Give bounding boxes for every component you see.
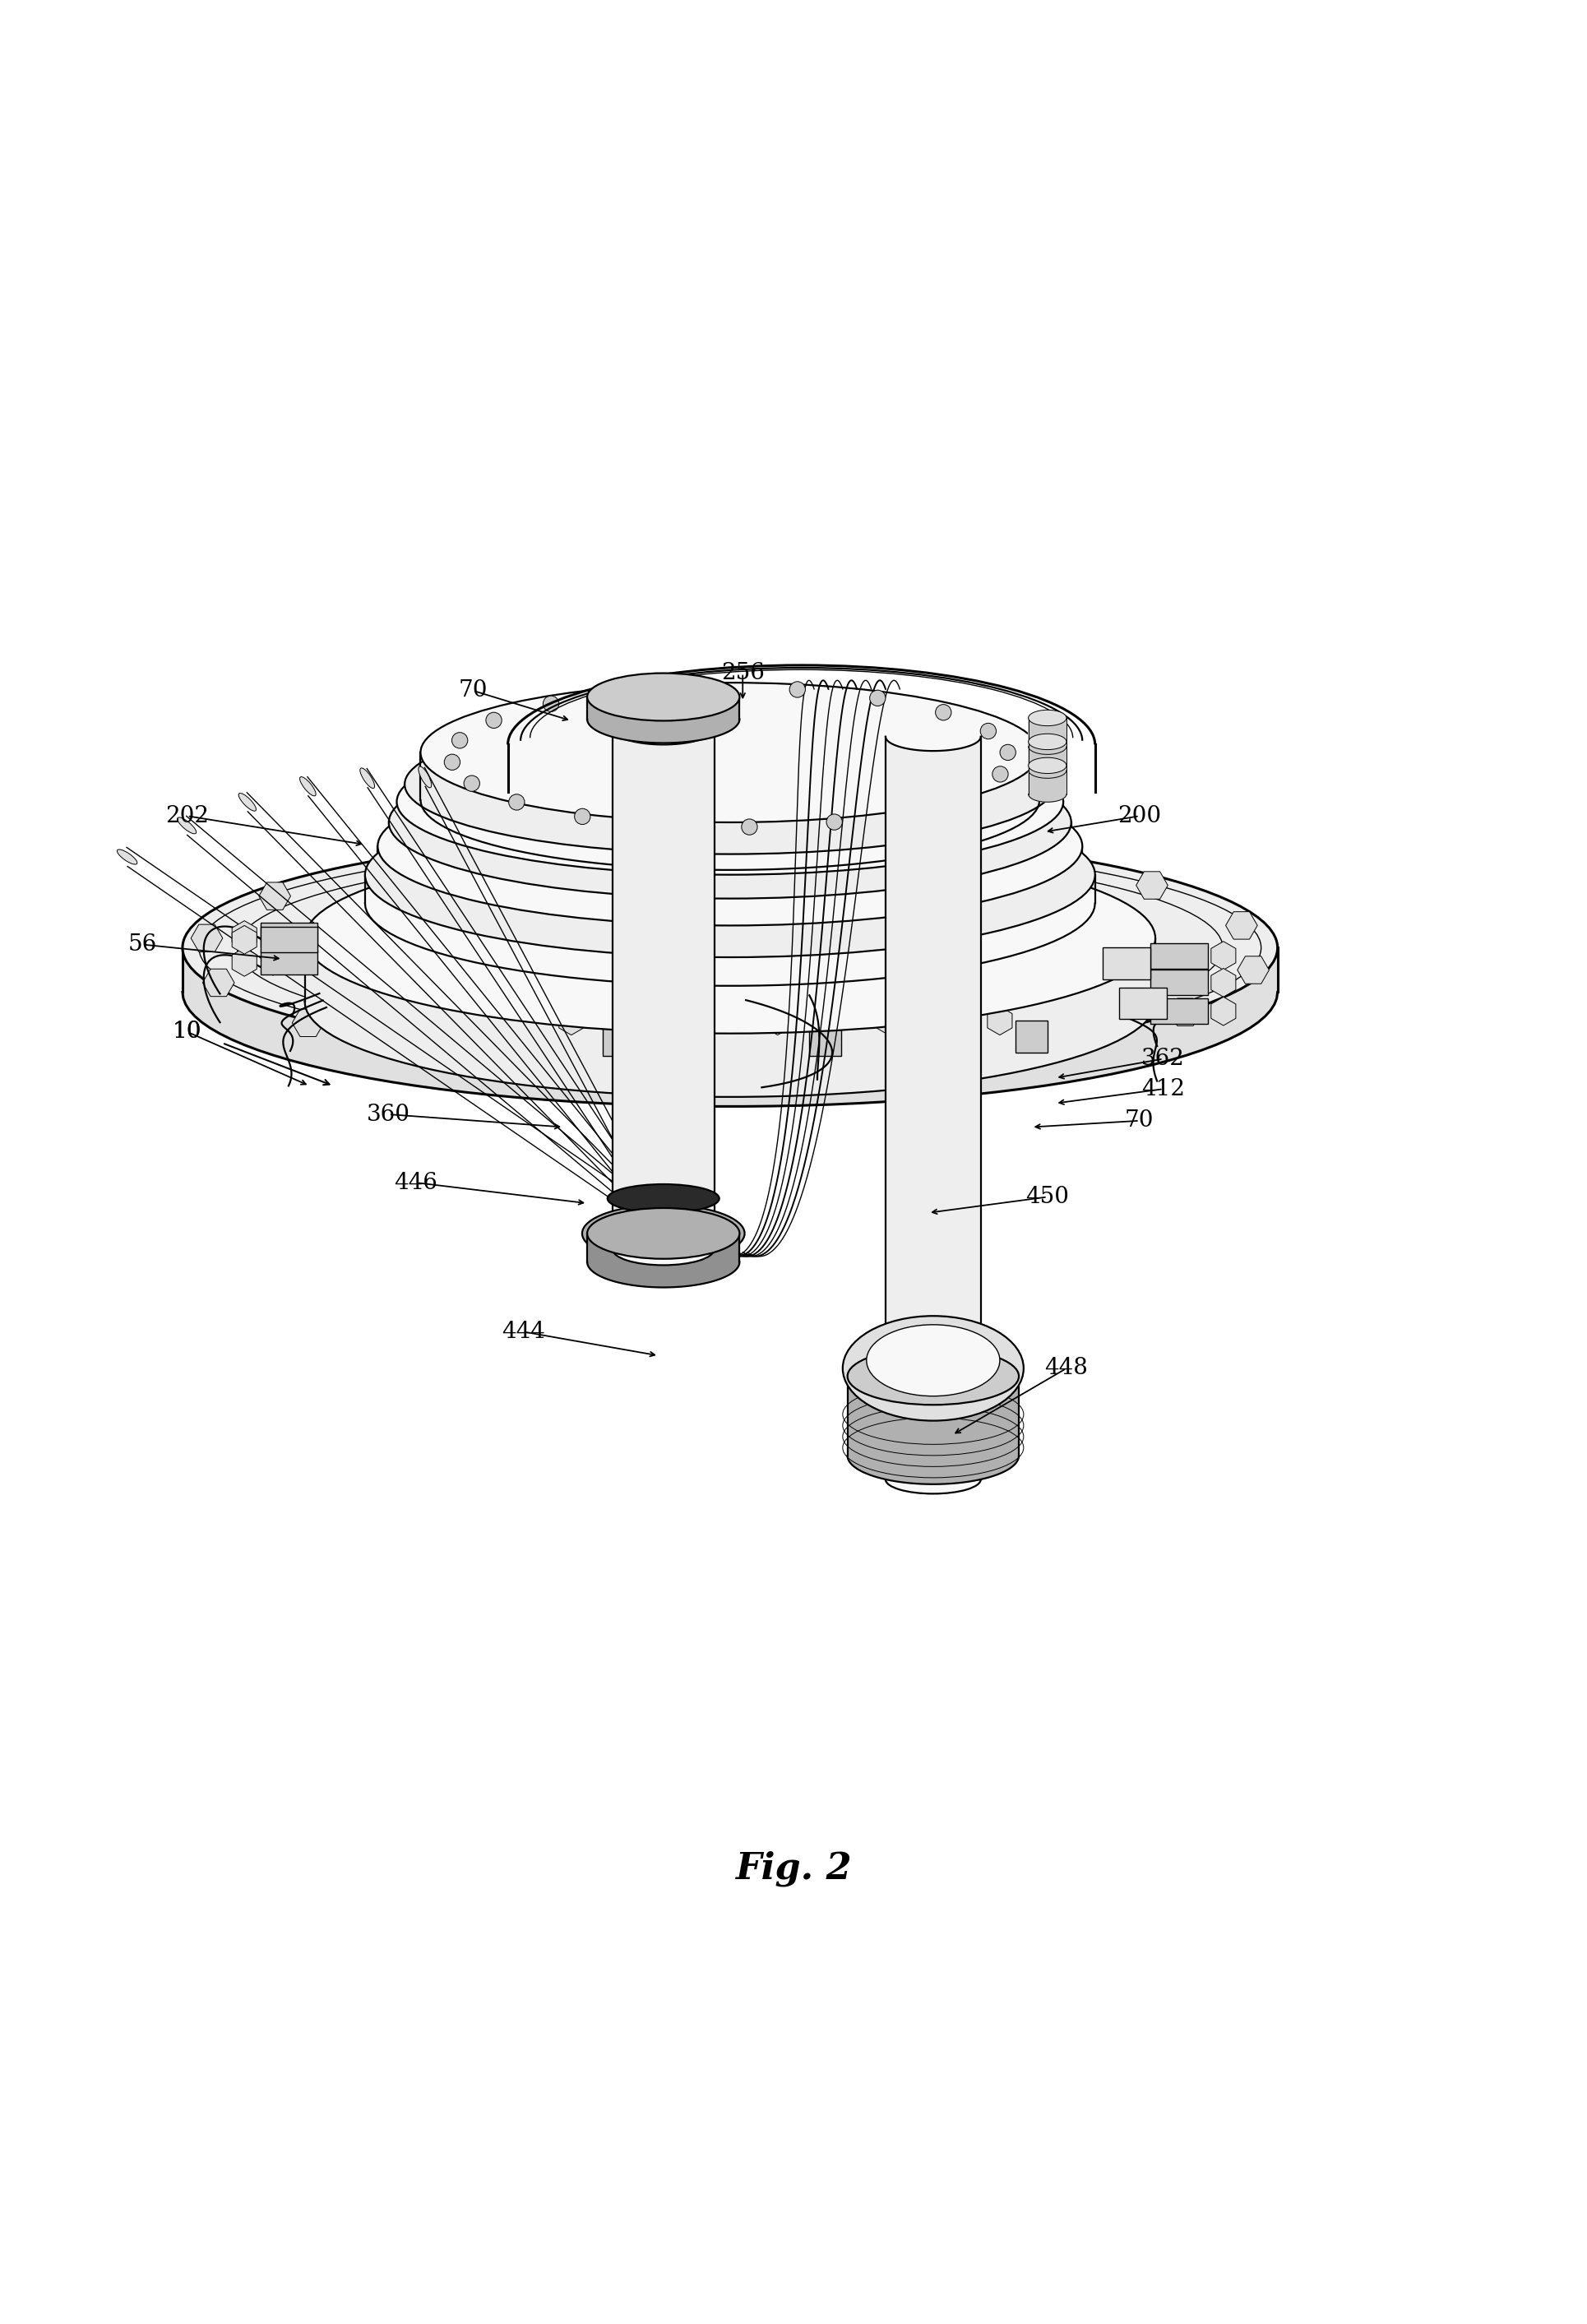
Circle shape	[1000, 744, 1016, 760]
Bar	[1103, 948, 1151, 978]
Circle shape	[703, 679, 719, 695]
Text: 202: 202	[165, 804, 209, 827]
Ellipse shape	[305, 844, 1155, 1034]
Text: 200: 200	[1117, 804, 1162, 827]
Polygon shape	[389, 823, 1071, 918]
Polygon shape	[183, 948, 1278, 1106]
Circle shape	[452, 732, 468, 748]
Ellipse shape	[1028, 734, 1066, 751]
Bar	[1151, 969, 1208, 995]
Polygon shape	[1028, 765, 1066, 802]
Circle shape	[901, 802, 917, 818]
Circle shape	[789, 681, 805, 697]
Ellipse shape	[365, 792, 1095, 957]
Bar	[1016, 1020, 1047, 1053]
Ellipse shape	[608, 1185, 719, 1213]
Ellipse shape	[847, 1348, 1019, 1404]
Text: 450: 450	[1025, 1185, 1070, 1208]
Ellipse shape	[587, 674, 740, 720]
Bar	[603, 1025, 635, 1055]
Circle shape	[870, 690, 886, 706]
Ellipse shape	[843, 1315, 1024, 1420]
Circle shape	[509, 795, 525, 811]
Bar	[1151, 999, 1208, 1025]
Circle shape	[935, 704, 951, 720]
Text: 446: 446	[394, 1171, 438, 1195]
Ellipse shape	[421, 683, 1039, 823]
Circle shape	[574, 809, 590, 825]
Text: 70: 70	[459, 679, 487, 702]
Ellipse shape	[419, 767, 432, 788]
Ellipse shape	[178, 818, 197, 834]
Ellipse shape	[238, 792, 256, 811]
Polygon shape	[587, 1234, 740, 1287]
Ellipse shape	[587, 1208, 740, 1260]
Ellipse shape	[886, 1464, 981, 1494]
Bar	[260, 927, 317, 953]
Circle shape	[981, 723, 997, 739]
Polygon shape	[613, 730, 714, 1250]
Bar	[1151, 944, 1208, 969]
Text: 360: 360	[367, 1104, 411, 1125]
Polygon shape	[378, 846, 1082, 948]
Polygon shape	[365, 874, 1095, 985]
Polygon shape	[1028, 718, 1066, 755]
Polygon shape	[405, 783, 1055, 869]
Text: 56: 56	[129, 934, 157, 955]
Circle shape	[543, 695, 559, 711]
Circle shape	[444, 755, 460, 769]
Ellipse shape	[1028, 758, 1066, 774]
Bar	[260, 923, 317, 948]
Ellipse shape	[405, 713, 1055, 855]
Circle shape	[655, 818, 671, 832]
Text: 10: 10	[173, 1020, 202, 1043]
Circle shape	[992, 767, 1008, 783]
Ellipse shape	[1028, 709, 1066, 725]
Circle shape	[959, 786, 974, 802]
Polygon shape	[397, 802, 1063, 892]
Ellipse shape	[867, 1325, 1000, 1397]
Polygon shape	[847, 1376, 1019, 1485]
Bar	[809, 1025, 841, 1055]
Text: 10: 10	[173, 1020, 202, 1043]
Bar	[1119, 988, 1166, 1020]
Circle shape	[486, 713, 501, 727]
Ellipse shape	[117, 851, 136, 865]
Ellipse shape	[389, 746, 1071, 899]
Polygon shape	[421, 753, 1039, 869]
Text: Fig. 2: Fig. 2	[735, 1850, 852, 1887]
Polygon shape	[305, 939, 1155, 1097]
Bar	[260, 948, 317, 974]
Ellipse shape	[300, 776, 316, 795]
Ellipse shape	[613, 1234, 714, 1264]
Text: 412: 412	[1141, 1078, 1185, 1099]
Ellipse shape	[360, 767, 375, 788]
Circle shape	[617, 686, 633, 700]
Polygon shape	[587, 697, 740, 744]
Ellipse shape	[582, 1204, 744, 1262]
Text: 70: 70	[1125, 1109, 1154, 1132]
Text: 448: 448	[1044, 1357, 1089, 1380]
Circle shape	[827, 813, 843, 830]
Ellipse shape	[183, 834, 1278, 1062]
Text: 362: 362	[1141, 1048, 1185, 1069]
Ellipse shape	[397, 730, 1063, 874]
Text: 256: 256	[720, 662, 765, 683]
Circle shape	[741, 818, 757, 834]
Text: 444: 444	[501, 1320, 546, 1343]
Ellipse shape	[378, 767, 1082, 925]
Polygon shape	[886, 737, 981, 1480]
Circle shape	[463, 776, 479, 792]
Polygon shape	[1028, 741, 1066, 779]
